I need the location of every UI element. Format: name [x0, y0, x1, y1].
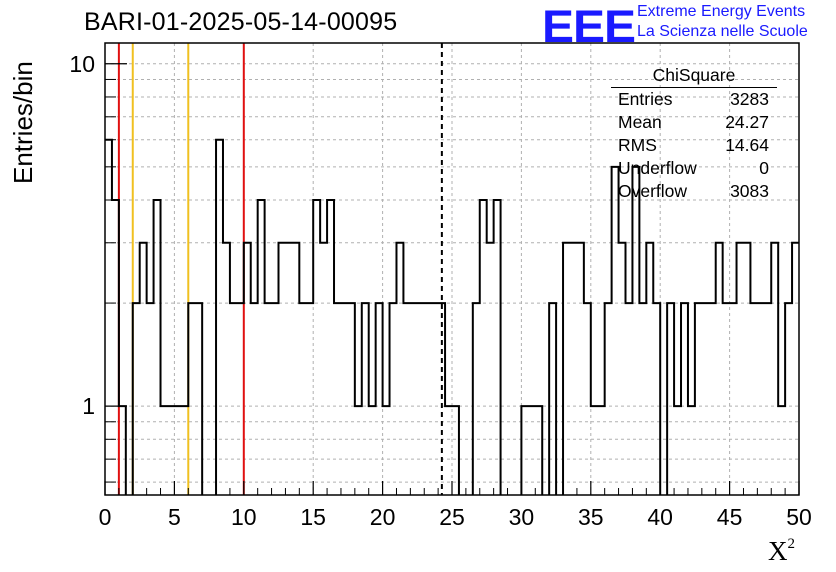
stats-value: 3083 [730, 181, 769, 201]
stats-row: Entries 3283 [611, 88, 777, 111]
stats-row: Underflow 0 [611, 157, 777, 180]
logo-subtitle-1: Extreme Energy Events [637, 3, 806, 20]
y-axis-label: Entries/bin [8, 61, 38, 184]
stats-box: ChiSquare Entries 3283 Mean 24.27 RMS 14.64… [611, 65, 777, 203]
chart-title: BARI-01-2025-05-14-00095 [84, 8, 398, 36]
logo-subtitle-2: La Scienza nelle Scuole [637, 23, 808, 40]
histogram-bars [105, 138, 799, 495]
axis-ticks: 0 5 10 15 20 25 30 35 40 45 50 1 10 [69, 51, 811, 530]
y-tick-label: 10 [69, 51, 95, 77]
stats-title: ChiSquare [611, 65, 777, 88]
stats-label: Overflow [618, 181, 688, 201]
stats-label: Underflow [618, 158, 697, 178]
stats-value: 14.64 [725, 135, 769, 155]
x-tick-label: 0 [99, 504, 112, 530]
y-tick-label: 1 [82, 393, 95, 419]
stats-value: 3283 [730, 89, 769, 109]
x-tick-label: 40 [647, 504, 673, 530]
stats-label: Entries [618, 89, 673, 109]
stats-row: Overflow 3083 [611, 180, 777, 203]
marker-lines [117, 43, 443, 495]
stats-row: Mean 24.27 [611, 111, 777, 134]
x-tick-label: 50 [786, 504, 812, 530]
histogram-line [105, 138, 799, 495]
x-tick-label: 30 [509, 504, 535, 530]
stats-label: Mean [618, 112, 662, 132]
x-axis-label: X2 [768, 536, 795, 567]
x-tick-label: 35 [578, 504, 604, 530]
stats-row: RMS 14.64 [611, 134, 777, 157]
x-tick-label: 15 [300, 504, 326, 530]
x-tick-label: 20 [370, 504, 396, 530]
x-tick-label: 10 [231, 504, 257, 530]
x-axis-label-superscript: 2 [787, 536, 796, 552]
x-tick-label: 25 [439, 504, 465, 530]
eee-logo: EEE [542, 2, 636, 53]
x-tick-label: 45 [717, 504, 743, 530]
stats-value: 24.27 [725, 112, 769, 132]
x-axis-label-base: X [768, 536, 788, 566]
stats-label: RMS [618, 135, 657, 155]
stats-value: 0 [759, 158, 769, 178]
x-tick-label: 5 [168, 504, 181, 530]
